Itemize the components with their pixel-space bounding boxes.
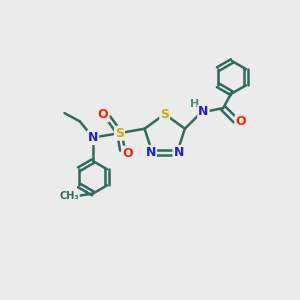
Text: O: O [122, 147, 133, 160]
Text: H: H [190, 99, 199, 109]
Text: N: N [173, 146, 184, 159]
Text: CH₃: CH₃ [60, 191, 79, 201]
Text: O: O [236, 116, 246, 128]
Text: S: S [115, 127, 124, 140]
Text: N: N [198, 105, 208, 119]
Text: O: O [98, 108, 108, 122]
Text: S: S [160, 108, 169, 121]
Text: N: N [146, 146, 156, 159]
Text: N: N [88, 131, 98, 144]
